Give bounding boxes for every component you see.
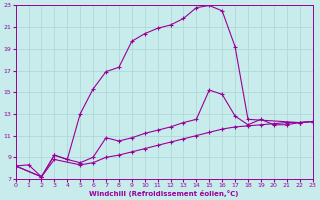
X-axis label: Windchill (Refroidissement éolien,°C): Windchill (Refroidissement éolien,°C) [89,190,239,197]
